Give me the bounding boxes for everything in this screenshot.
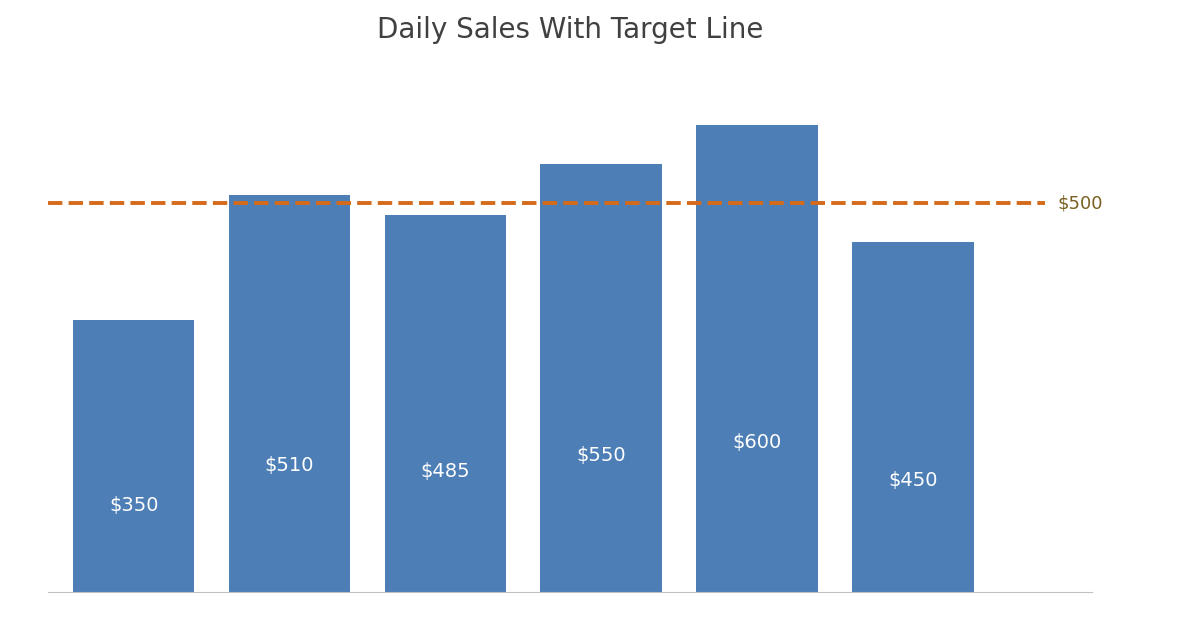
Bar [852,242,973,592]
Bar [696,125,817,592]
Text: $600: $600 [732,433,781,452]
Text: $450: $450 [888,471,937,490]
Bar [540,164,662,592]
Text: $500: $500 [1057,194,1103,212]
Bar [384,215,506,592]
Text: $485: $485 [420,462,470,481]
Bar [73,320,194,592]
Text: $350: $350 [109,496,158,515]
Text: $510: $510 [265,455,314,474]
Title: Daily Sales With Target Line: Daily Sales With Target Line [377,16,763,44]
Text: $550: $550 [576,446,626,465]
Bar [229,195,350,592]
